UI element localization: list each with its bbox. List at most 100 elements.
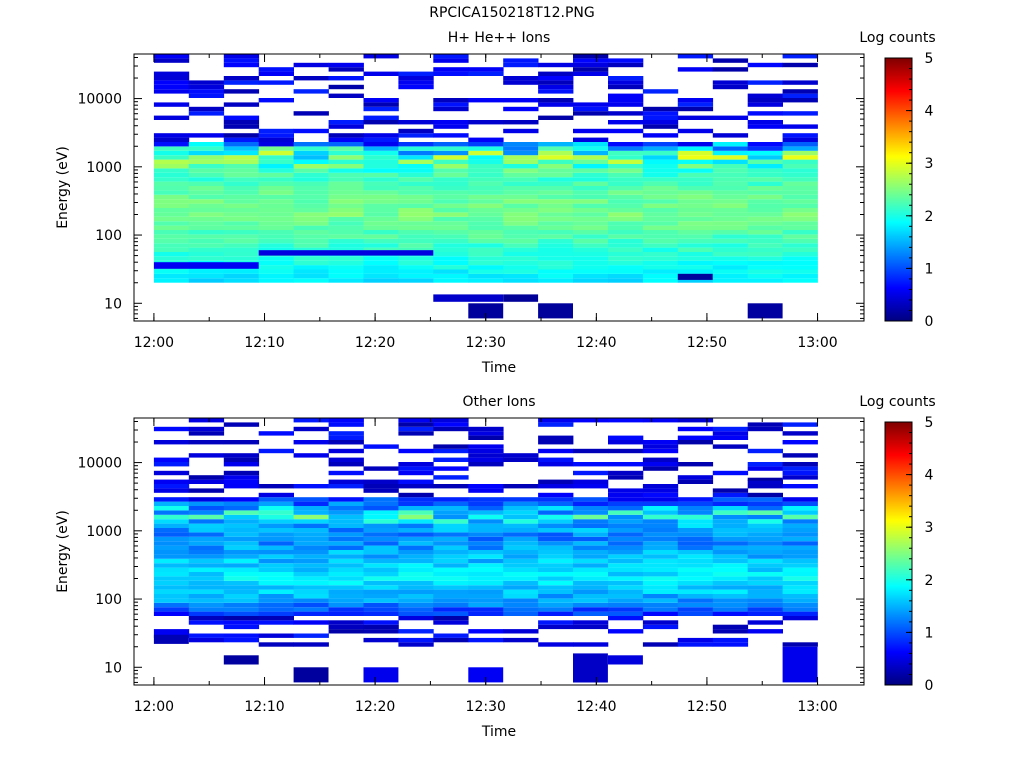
heatmap-cell — [642, 181, 679, 186]
heatmap-cell — [153, 510, 190, 515]
heatmap-cell — [188, 212, 225, 217]
heatmap-cell — [398, 580, 434, 586]
heatmap-cell — [573, 607, 609, 612]
heatmap-cell — [503, 106, 539, 112]
heatmap-cell — [188, 177, 225, 182]
heatmap-cell — [503, 558, 539, 564]
heatmap-cell — [712, 115, 749, 120]
heatmap-cell — [363, 194, 399, 200]
heatmap-cell — [573, 545, 609, 550]
heatmap-cell — [328, 168, 364, 173]
heatmap-cell — [573, 172, 609, 178]
heatmap-cell — [782, 269, 818, 274]
heatmap-cell — [468, 181, 504, 186]
heatmap-cell — [153, 462, 190, 467]
heatmap-cell — [608, 186, 644, 191]
heatmap-cell — [293, 594, 329, 599]
heatmap-cell — [153, 598, 190, 603]
heatmap-cell — [677, 440, 714, 445]
heatmap-cell — [468, 164, 504, 169]
heatmap-cell — [363, 585, 399, 590]
heatmap-cell — [328, 269, 364, 274]
heatmap-cell — [433, 58, 469, 63]
heatmap-cell — [223, 545, 260, 550]
heatmap-cell — [503, 164, 539, 169]
heatmap-cell — [503, 120, 539, 125]
heatmap-cell — [747, 479, 783, 484]
heatmap-cell — [782, 532, 818, 537]
heatmap-cell — [293, 243, 329, 248]
heatmap-cell — [433, 637, 469, 643]
heatmap-cell — [712, 642, 749, 647]
heatmap-cell — [433, 466, 469, 471]
heatmap-cell — [363, 208, 399, 213]
heatmap-cell — [712, 186, 749, 191]
heatmap-cell — [398, 462, 434, 467]
heatmap-cell — [398, 208, 434, 213]
heatmap-cell — [747, 563, 783, 568]
heatmap-cell — [573, 106, 609, 112]
colorbar-tick-label: 1 — [925, 625, 934, 641]
heatmap-cell — [712, 168, 749, 173]
heatmap-cell — [608, 567, 644, 572]
heatmap-cell — [747, 558, 783, 564]
heatmap-cell — [608, 58, 644, 63]
heatmap-cell — [782, 251, 818, 257]
heatmap-cell — [712, 589, 749, 594]
heatmap-cell — [642, 221, 679, 226]
heatmap-cell — [363, 203, 399, 208]
heatmap-cell — [258, 602, 294, 608]
heatmap-cell — [747, 208, 783, 213]
heatmap-cell — [468, 146, 504, 151]
heatmap-cell — [258, 536, 294, 542]
heatmap-cell — [398, 150, 434, 156]
heatmap-cell — [153, 629, 190, 634]
heatmap-cell — [328, 585, 364, 590]
heatmap-cell — [503, 501, 539, 506]
heatmap-cell — [328, 124, 364, 129]
heatmap-cell — [608, 168, 644, 173]
heatmap-cell — [293, 536, 329, 542]
heatmap-cell — [608, 128, 644, 134]
heatmap-cell — [258, 225, 294, 230]
heatmap-cell — [608, 84, 644, 90]
heatmap-cell — [677, 155, 714, 160]
heatmap-cell — [782, 567, 818, 572]
heatmap-cell — [153, 457, 190, 462]
heatmap-cell — [538, 611, 574, 616]
heatmap-cell — [677, 159, 714, 164]
heatmap-cell — [153, 115, 190, 120]
heatmap-cell — [538, 84, 574, 90]
heatmap-cell — [503, 199, 539, 204]
heatmap-cell — [503, 181, 539, 186]
panel-title: H+ He++ Ions — [448, 30, 551, 46]
heatmap-cell — [363, 172, 399, 178]
heatmap-cell — [782, 554, 818, 559]
heatmap-cell — [782, 172, 818, 178]
heatmap-cell — [223, 453, 260, 458]
heatmap-cell — [747, 102, 783, 107]
heatmap-cell — [398, 607, 434, 612]
heatmap-cell — [398, 479, 434, 484]
heatmap-cell — [293, 199, 329, 204]
heatmap-cell — [223, 585, 260, 590]
heatmap-cell — [363, 247, 399, 252]
heatmap-cell — [433, 67, 469, 72]
heatmap-cell — [677, 177, 714, 182]
heatmap-cell — [712, 532, 749, 537]
heatmap-cell — [503, 607, 539, 612]
heatmap-cell — [538, 545, 574, 550]
heatmap-cell — [538, 164, 574, 169]
heatmap-cell — [468, 519, 504, 524]
heatmap-cell — [573, 611, 609, 616]
heatmap-cell — [188, 251, 225, 257]
heatmap-cell — [293, 164, 329, 169]
heatmap-cell — [223, 462, 260, 467]
heatmap-cell — [608, 611, 644, 616]
heatmap-cell — [188, 598, 225, 603]
heatmap-cell — [223, 89, 260, 94]
heatmap-cell — [293, 510, 329, 515]
heatmap-cell — [468, 462, 504, 467]
heatmap-cell — [538, 115, 574, 120]
heatmap-cell — [293, 177, 329, 182]
